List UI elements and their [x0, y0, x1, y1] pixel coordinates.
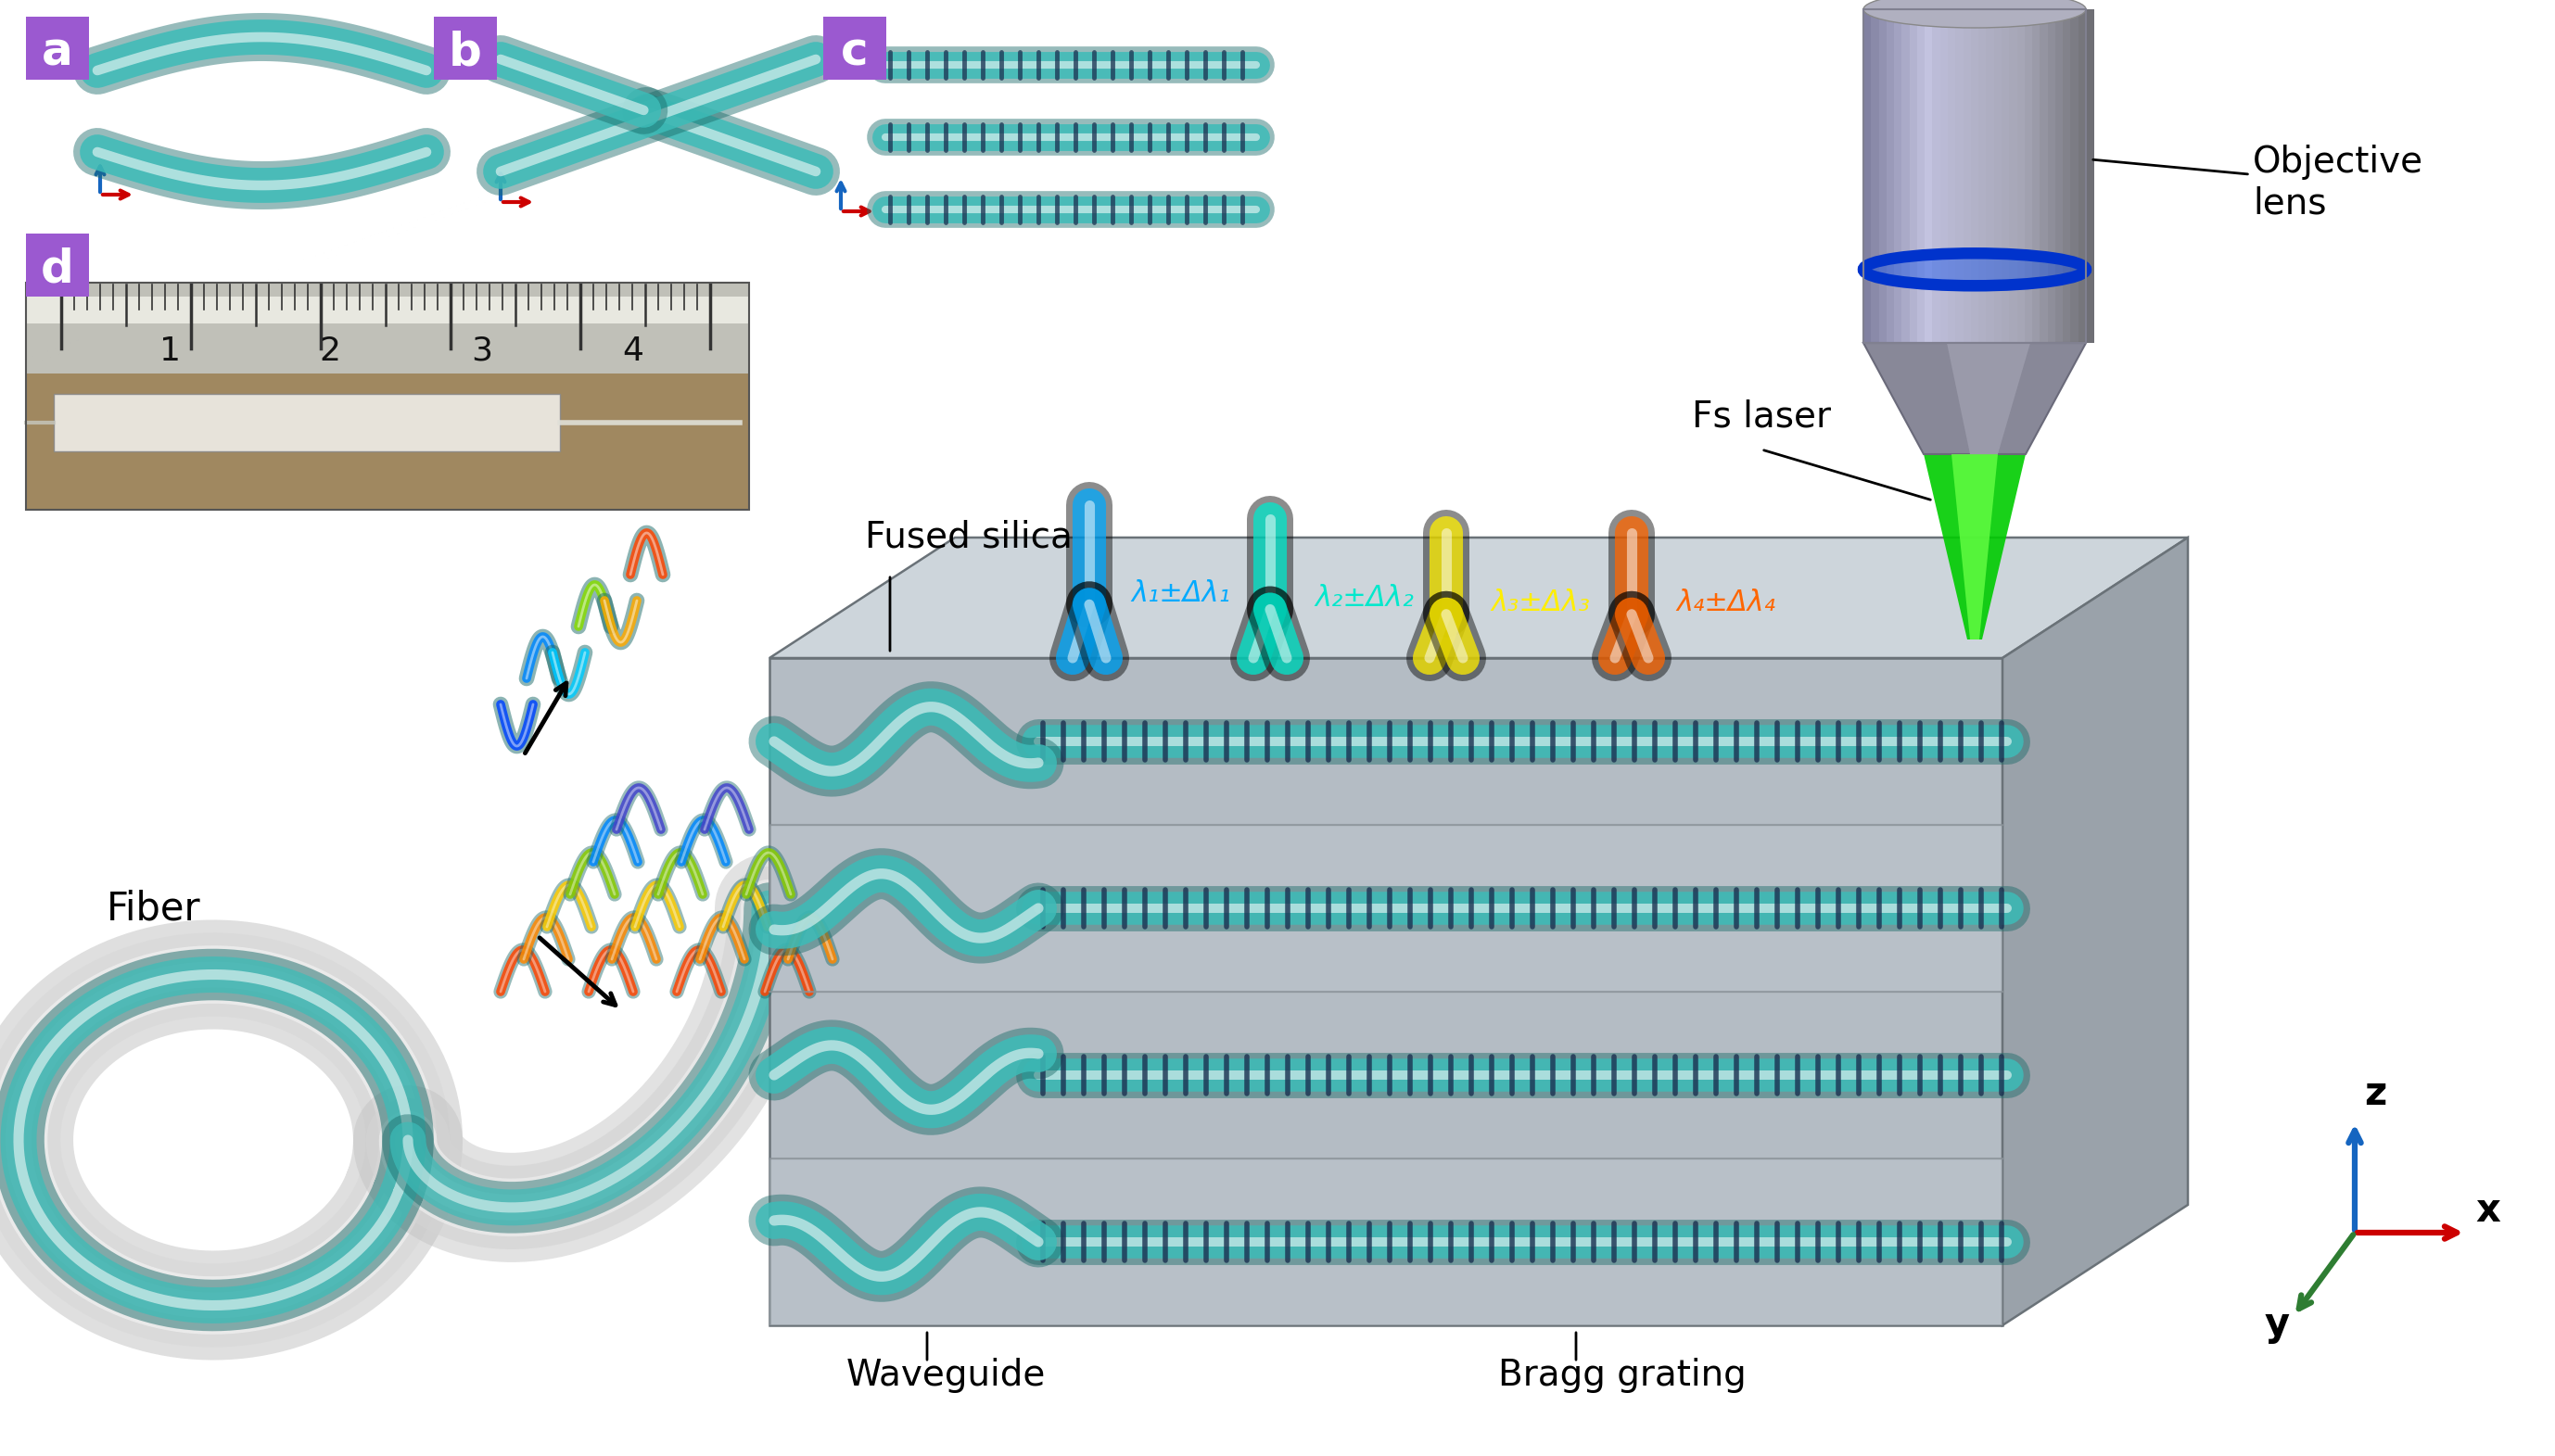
FancyBboxPatch shape [1870, 9, 1880, 344]
FancyBboxPatch shape [2070, 9, 2080, 344]
FancyBboxPatch shape [26, 297, 749, 323]
Text: λ₄±Δλ₄: λ₄±Δλ₄ [1676, 590, 1776, 616]
FancyBboxPatch shape [2024, 9, 2034, 344]
FancyBboxPatch shape [26, 368, 749, 510]
FancyBboxPatch shape [1955, 9, 1965, 344]
Text: 1: 1 [161, 335, 181, 367]
FancyBboxPatch shape [2008, 9, 2018, 344]
FancyBboxPatch shape [1924, 9, 1934, 344]
Text: y: y [2264, 1305, 2289, 1344]
FancyBboxPatch shape [1878, 9, 1888, 344]
FancyBboxPatch shape [823, 16, 887, 80]
Text: λ₃±Δλ₃: λ₃±Δλ₃ [1490, 590, 1589, 616]
Text: Fiber: Fiber [107, 888, 202, 927]
FancyBboxPatch shape [1947, 9, 1957, 344]
Text: ': ' [43, 266, 51, 293]
FancyBboxPatch shape [1901, 9, 1911, 344]
Text: Fs laser: Fs laser [1691, 399, 1832, 434]
Polygon shape [1952, 454, 1998, 639]
FancyBboxPatch shape [26, 233, 89, 297]
Text: x: x [2476, 1191, 2501, 1230]
FancyBboxPatch shape [1970, 9, 1980, 344]
FancyBboxPatch shape [1939, 9, 1949, 344]
Ellipse shape [1863, 0, 2085, 28]
Text: Bragg grating: Bragg grating [1497, 1358, 1748, 1393]
Polygon shape [2003, 537, 2187, 1325]
Polygon shape [769, 1159, 2003, 1325]
FancyBboxPatch shape [26, 282, 749, 374]
Text: Fused silica: Fused silica [866, 518, 1073, 555]
FancyBboxPatch shape [1893, 9, 1903, 344]
Text: a: a [41, 29, 74, 74]
FancyBboxPatch shape [1909, 9, 1919, 344]
FancyBboxPatch shape [26, 16, 89, 80]
Text: c: c [841, 29, 869, 74]
Ellipse shape [1863, 253, 2085, 285]
FancyBboxPatch shape [26, 374, 749, 510]
FancyBboxPatch shape [434, 16, 496, 80]
Polygon shape [769, 537, 2187, 658]
Polygon shape [769, 658, 2003, 1325]
FancyBboxPatch shape [2077, 9, 2087, 344]
Polygon shape [1947, 344, 2031, 454]
FancyBboxPatch shape [1985, 9, 1995, 344]
Polygon shape [1863, 344, 2085, 454]
FancyBboxPatch shape [1886, 9, 1896, 344]
Text: λ₂±Δλ₂: λ₂±Δλ₂ [1316, 584, 1413, 612]
Text: b: b [450, 29, 483, 74]
FancyBboxPatch shape [2054, 9, 2064, 344]
Polygon shape [769, 826, 2003, 992]
FancyBboxPatch shape [1978, 9, 1988, 344]
Text: λ₁±Δλ₁: λ₁±Δλ₁ [1132, 579, 1229, 607]
FancyBboxPatch shape [2001, 9, 2011, 344]
Text: z: z [2363, 1075, 2386, 1112]
Text: 3: 3 [470, 335, 493, 367]
FancyBboxPatch shape [2039, 9, 2049, 344]
FancyBboxPatch shape [1993, 9, 2003, 344]
FancyBboxPatch shape [1916, 9, 1926, 344]
FancyBboxPatch shape [2047, 9, 2057, 344]
FancyBboxPatch shape [1962, 9, 1972, 344]
FancyBboxPatch shape [2016, 9, 2026, 344]
Text: 4: 4 [623, 335, 644, 367]
Text: 2: 2 [319, 335, 340, 367]
Text: d: d [41, 246, 74, 291]
FancyBboxPatch shape [1863, 9, 1873, 344]
Text: Objective
lens: Objective lens [2093, 144, 2425, 220]
Polygon shape [1924, 454, 2026, 639]
FancyBboxPatch shape [1932, 9, 1942, 344]
FancyBboxPatch shape [2085, 9, 2095, 344]
FancyBboxPatch shape [54, 395, 560, 451]
FancyBboxPatch shape [2062, 9, 2072, 344]
Text: Waveguide: Waveguide [846, 1358, 1045, 1393]
FancyBboxPatch shape [2031, 9, 2041, 344]
